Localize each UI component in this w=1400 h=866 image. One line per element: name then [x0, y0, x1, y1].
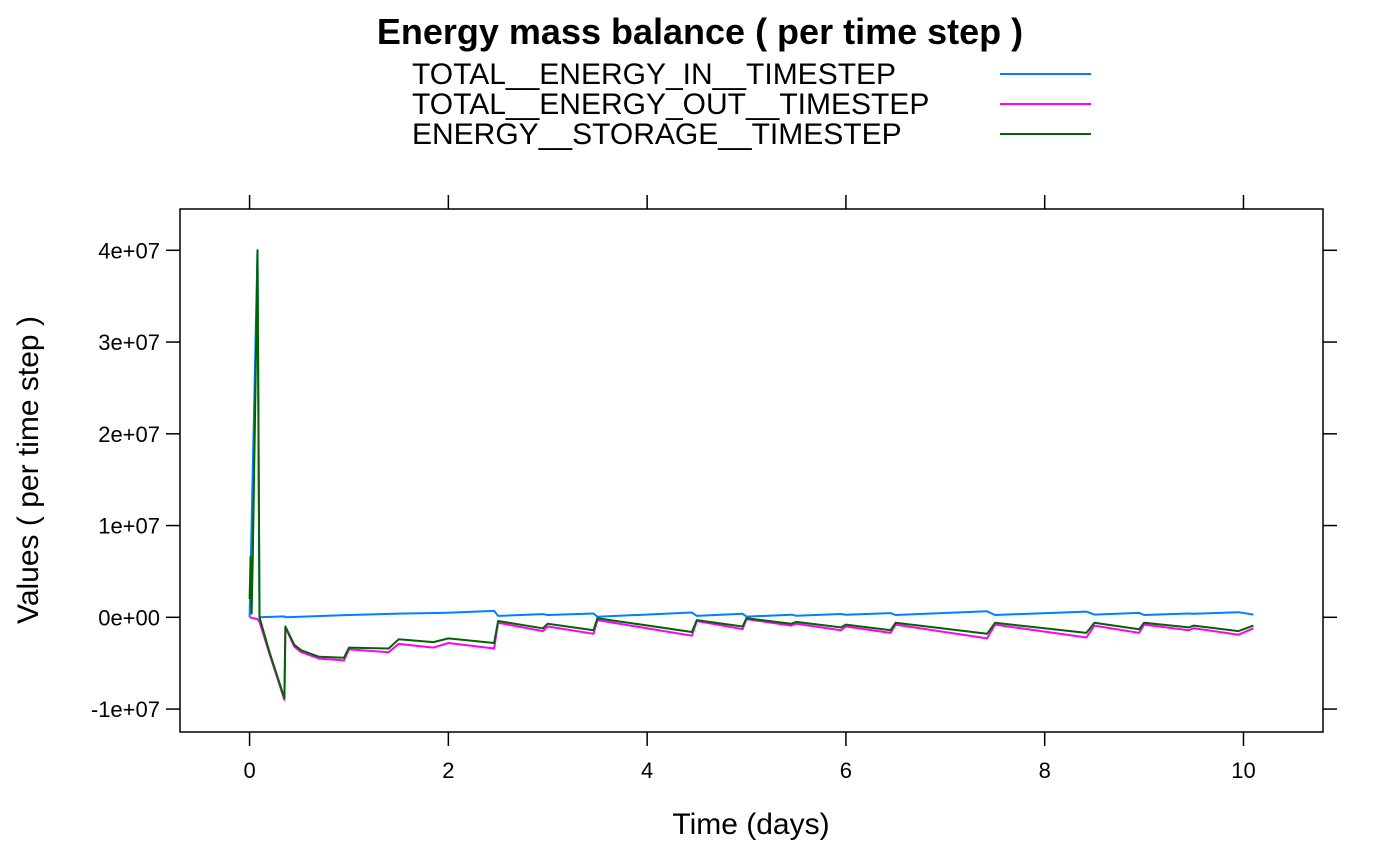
- legend-label-1: TOTAL__ENERGY_OUT__TIMESTEP: [412, 88, 929, 121]
- y-tick-label: -1e+07: [91, 697, 160, 722]
- series-lines: [248, 249, 1254, 701]
- legend: TOTAL__ENERGY_IN__TIMESTEPTOTAL__ENERGY_…: [412, 58, 1091, 151]
- x-tick-label: 10: [1231, 758, 1255, 783]
- y-tick-label: 2e+07: [98, 422, 160, 447]
- x-axis-title: Time (days): [672, 808, 829, 841]
- y-axis-title: Values ( per time step ): [12, 316, 45, 624]
- y-tick-label: 1e+07: [98, 514, 160, 539]
- series-line-0: [248, 249, 1254, 619]
- chart-title: Energy mass balance ( per time step ): [377, 11, 1023, 52]
- y-tick-label: 0e+00: [98, 605, 160, 630]
- x-tick-label: 2: [442, 758, 454, 783]
- series-line-2: [248, 249, 1254, 700]
- x-tick-label: 0: [243, 758, 255, 783]
- x-tick-label: 8: [1039, 758, 1051, 783]
- x-tick-label: 4: [641, 758, 653, 783]
- y-tick-label: 4e+07: [98, 238, 160, 263]
- y-axis: -1e+07 0e+00 1e+07 2e+07 3e+07 4e+07: [91, 238, 1337, 722]
- legend-label-2: ENERGY__STORAGE__TIMESTEP: [412, 118, 902, 151]
- x-tick-label: 6: [840, 758, 852, 783]
- x-axis: 0 2 4 6 8 10: [243, 195, 1256, 783]
- legend-label-0: TOTAL__ENERGY_IN__TIMESTEP: [412, 58, 896, 91]
- y-tick-label: 3e+07: [98, 330, 160, 355]
- plot-frame: [179, 208, 1324, 733]
- series-line-1: [249, 616, 1254, 701]
